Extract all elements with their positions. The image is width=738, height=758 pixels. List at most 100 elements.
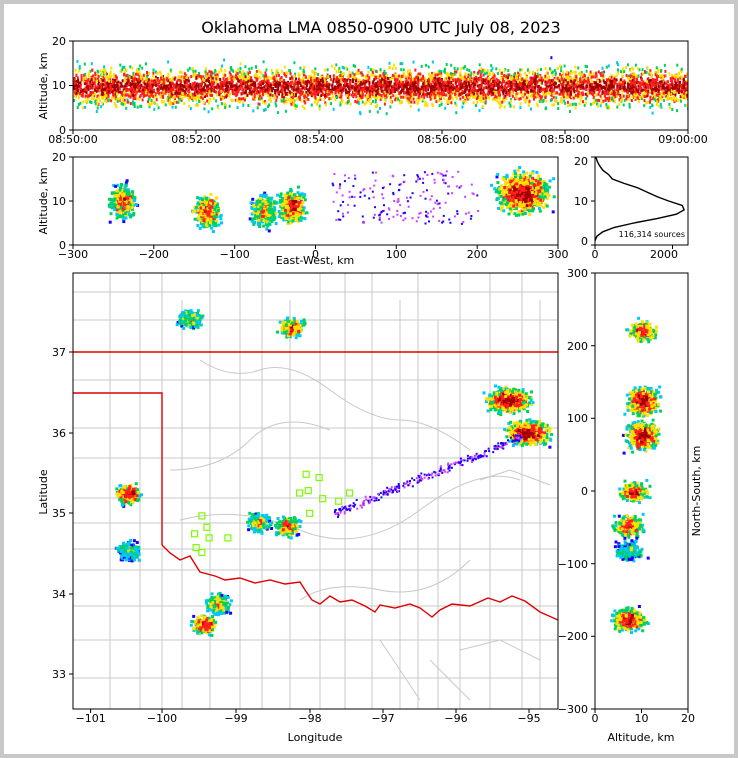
altitude-time-source	[413, 81, 416, 85]
altitude-time-source	[419, 76, 422, 80]
altitude-time-source	[516, 83, 519, 87]
altitude-time-source	[178, 75, 181, 79]
altitude-time-source	[342, 79, 345, 83]
altitude-time-source	[650, 82, 653, 85]
altitude-time-source	[102, 72, 105, 76]
altitude-time-source	[115, 92, 118, 96]
altitude-time-source	[649, 89, 651, 93]
altitude-time-source	[519, 68, 522, 72]
altitude-time-source	[193, 84, 196, 88]
altitude-time-source	[256, 106, 259, 110]
altitude-time-source	[305, 98, 307, 102]
altitude-time-source	[184, 84, 187, 88]
altitude-time-source	[348, 70, 351, 74]
altitude-time-source	[169, 84, 172, 88]
altitude-time-source	[484, 82, 487, 86]
altitude-time-source	[149, 90, 152, 94]
altitude-time-source	[468, 88, 471, 92]
altitude-time-source	[197, 103, 200, 107]
altitude-time-source	[158, 81, 161, 85]
altitude-time-source	[235, 84, 238, 88]
altitude-time-source	[279, 77, 282, 81]
altitude-time-source	[654, 89, 657, 93]
altitude-time-source	[397, 97, 399, 101]
altitude-time-source	[496, 79, 499, 83]
altitude-time-source	[635, 90, 638, 94]
altitude-time-source	[555, 99, 557, 102]
altitude-time-source	[595, 81, 598, 85]
altitude-time-source	[482, 100, 485, 104]
altitude-time-source	[214, 81, 217, 84]
altitude-time-source	[91, 83, 94, 87]
altitude-time-source	[132, 84, 135, 88]
altitude-time-source	[566, 95, 569, 99]
altitude-time-source	[630, 99, 633, 102]
altitude-time-source	[313, 70, 315, 74]
altitude-time-source	[536, 95, 539, 99]
altitude-time-source	[584, 64, 587, 68]
altitude-time-source	[599, 72, 602, 75]
altitude-time-source	[336, 96, 338, 99]
altitude-time-source	[289, 101, 292, 105]
altitude-time-source	[107, 94, 110, 98]
altitude-time-source	[138, 95, 141, 99]
altitude-time-source	[605, 97, 608, 100]
altitude-time-source	[427, 88, 429, 92]
altitude-time-source	[596, 83, 599, 87]
altitude-time-source	[410, 78, 413, 82]
altitude-time-source	[431, 76, 434, 79]
altitude-time-source	[318, 81, 321, 85]
altitude-time-source	[460, 67, 463, 71]
altitude-time-source	[340, 89, 342, 93]
altitude-time-source	[163, 100, 165, 104]
altitude-time-source	[380, 80, 383, 84]
altitude-time-source	[158, 91, 160, 95]
altitude-time-source	[136, 80, 139, 84]
altitude-time-source	[500, 104, 503, 107]
altitude-time-source	[84, 86, 87, 90]
altitude-time-source	[389, 65, 391, 69]
altitude-time-source	[235, 82, 238, 86]
altitude-time-source	[589, 70, 592, 74]
altitude-time-source	[622, 67, 625, 71]
altitude-time-source	[417, 83, 420, 87]
altitude-time-source	[321, 84, 324, 88]
altitude-time-source	[250, 79, 252, 83]
altitude-time-source	[636, 93, 639, 97]
altitude-time-source	[522, 87, 525, 91]
altitude-time-source	[494, 91, 496, 95]
altitude-time-source	[216, 74, 219, 78]
altitude-time-source	[605, 81, 608, 85]
altitude-time-source	[389, 90, 392, 94]
altitude-time-source	[420, 90, 423, 94]
altitude-time-source	[220, 102, 223, 106]
altitude-time-source	[160, 91, 163, 95]
altitude-time-source	[318, 90, 321, 94]
altitude-time-source	[242, 75, 244, 79]
altitude-time-source	[635, 88, 638, 92]
altitude-time-source	[416, 76, 419, 80]
altitude-time-source	[507, 84, 510, 88]
altitude-time-source	[430, 78, 433, 82]
altitude-time-source	[546, 85, 549, 89]
altitude-time-source	[477, 71, 480, 75]
altitude-time-source	[394, 73, 397, 77]
altitude-time-source	[115, 83, 118, 87]
altitude-time-source	[151, 85, 154, 88]
altitude-time-source	[457, 87, 460, 91]
altitude-time-source	[669, 77, 672, 81]
altitude-time-source	[636, 78, 639, 82]
altitude-time-source	[443, 97, 446, 101]
altitude-time-source	[235, 86, 238, 90]
altitude-time-source	[685, 93, 687, 97]
altitude-time-source	[269, 93, 272, 97]
altitude-time-source	[654, 70, 657, 74]
altitude-time-source	[250, 76, 253, 80]
altitude-time-source	[195, 76, 198, 79]
altitude-time-source	[679, 80, 681, 84]
altitude-time-source	[256, 91, 258, 95]
altitude-time-source	[169, 68, 172, 72]
altitude-time-source	[131, 100, 134, 104]
altitude-time-source	[595, 74, 598, 78]
altitude-time-source	[445, 72, 448, 76]
